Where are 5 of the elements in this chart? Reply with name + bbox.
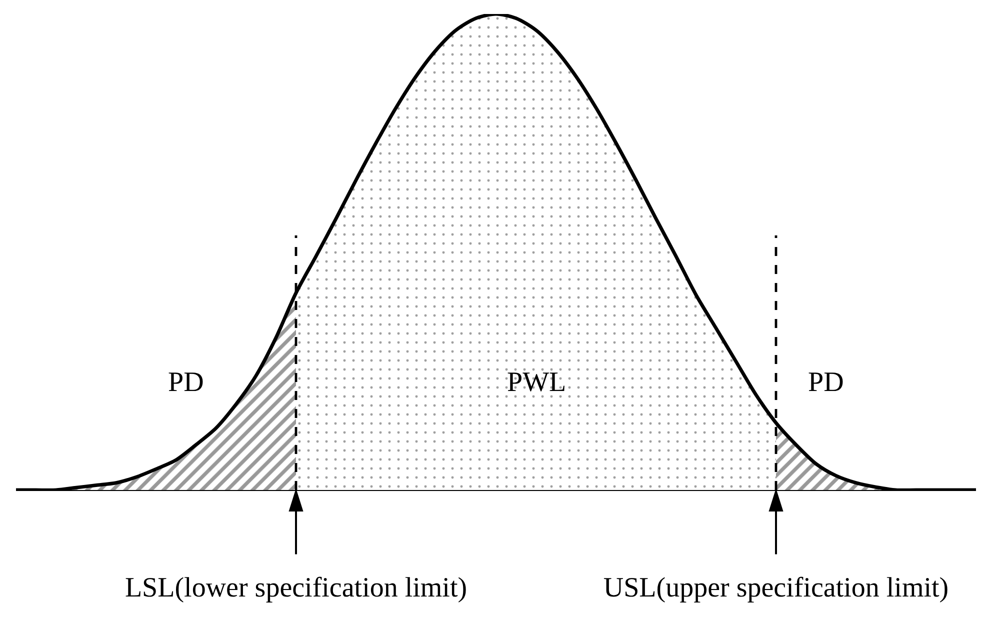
series-label: PD [808,367,844,398]
series-label: PWL [507,367,566,398]
x-tick-label: USL(upper specification limit) [603,572,949,604]
x-tick-label: LSL(lower specification limit) [124,572,468,604]
series-label: PD [168,367,204,398]
